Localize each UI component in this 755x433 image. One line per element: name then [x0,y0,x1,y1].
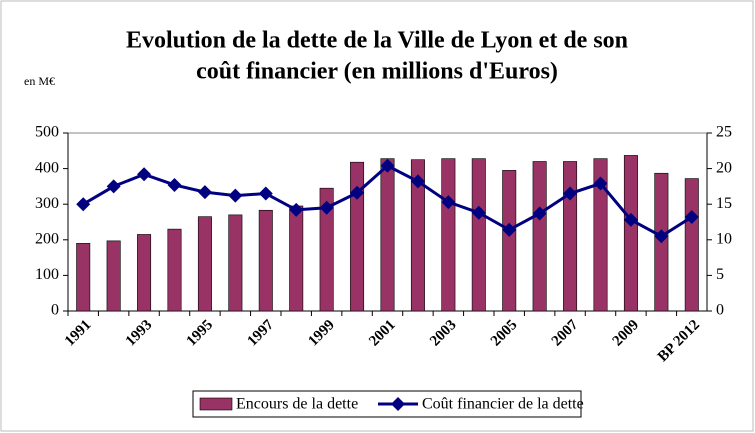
bar [532,161,547,312]
y-tick-label: 300 [35,195,59,212]
y2-tick-label: 5 [716,266,724,283]
bar [106,240,121,312]
chart-title: Evolution de la dette de la Ville de Lyo… [126,28,628,54]
bar [410,159,425,312]
bar [441,158,456,312]
marker [593,176,608,191]
marker [502,222,517,237]
legend-label: Encours de la dette [236,396,358,413]
marker [167,177,182,192]
y-tick-label: 500 [35,124,59,141]
marker [410,174,425,189]
bar [289,205,304,312]
marker [228,188,243,203]
y2-tick-label: 25 [716,124,732,141]
marker [654,229,669,244]
bar [623,155,638,312]
y-axis-label: en M€ [24,74,55,88]
marker [380,158,395,173]
y2-tick-label: 10 [716,230,732,247]
bar [228,214,243,312]
bar [350,161,365,312]
bar [563,161,578,312]
y-tick-label: 100 [35,266,59,283]
marker [471,205,486,220]
marker [563,186,578,201]
y2-tick-label: 0 [716,302,724,319]
marker [441,195,456,210]
marker [197,185,212,200]
y-tick-label: 400 [35,159,59,176]
y-tick-label: 0 [51,302,59,319]
legend-label: Coût financier de la dette [422,396,584,413]
marker [532,206,547,221]
bar [319,187,334,312]
y-tick-label: 200 [35,230,59,247]
bar [684,178,699,312]
legend-swatch [199,397,233,411]
bar [258,209,273,312]
bar [471,158,486,312]
marker [684,210,699,225]
y2-tick-label: 20 [716,159,732,176]
bar [76,243,91,312]
bar [380,158,395,312]
bar [167,228,182,312]
bar [502,170,517,312]
marker [319,200,334,215]
marker [76,197,91,212]
marker [137,167,152,182]
bar [593,158,608,312]
marker [623,212,638,227]
bar [197,216,212,312]
marker [106,179,121,194]
marker [258,186,273,201]
bar [137,234,152,312]
marker [350,185,365,200]
chart-title: coût financier (en millions d'Euros) [196,59,558,85]
y2-tick-label: 15 [716,195,732,212]
marker [289,202,304,217]
legend-swatch [391,397,405,411]
